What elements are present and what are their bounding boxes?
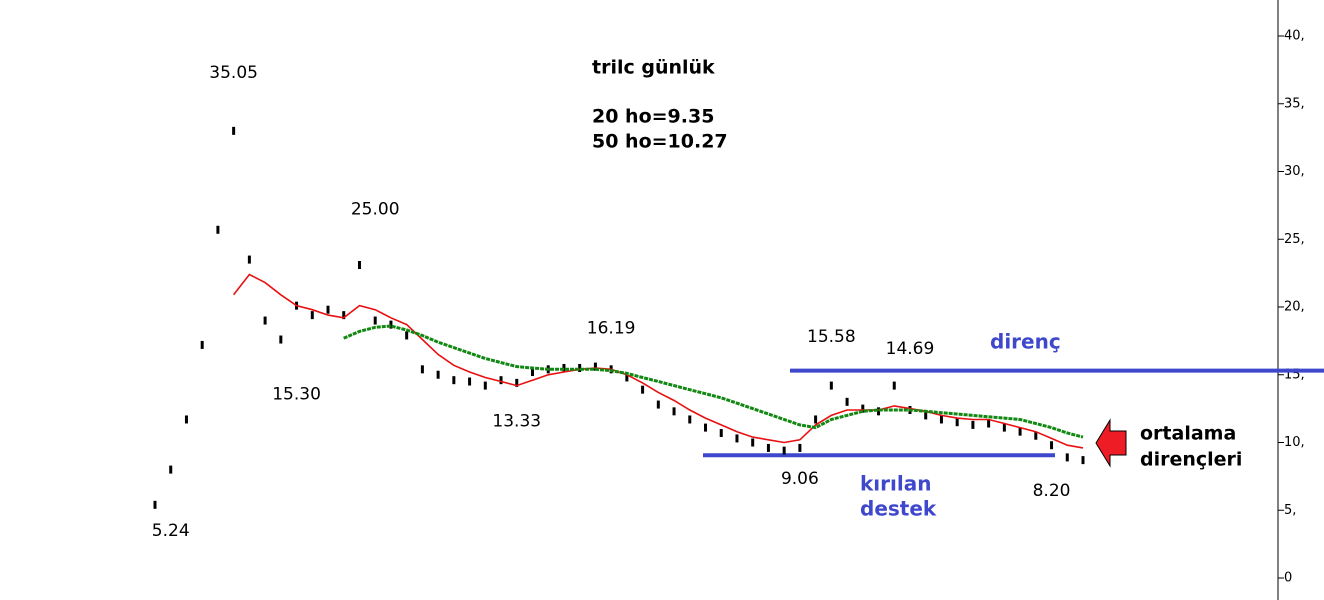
candle	[279, 335, 283, 344]
arrow	[1095, 418, 1127, 468]
candle	[468, 377, 472, 386]
candle	[247, 255, 251, 264]
candle	[672, 407, 676, 416]
candle	[405, 331, 409, 340]
candle	[814, 415, 818, 424]
arrow-label: ortalama	[1140, 423, 1236, 445]
hline-label: direnç	[990, 330, 1061, 354]
candle	[357, 260, 361, 269]
candle	[1050, 441, 1054, 450]
candle	[625, 373, 629, 382]
candle	[939, 415, 943, 424]
candle	[578, 363, 582, 372]
candle	[987, 419, 991, 428]
price-annotation: 15.30	[272, 385, 321, 405]
price-annotation: 35.05	[209, 63, 258, 83]
hline-label: destek	[860, 497, 937, 521]
chart-subtitle: 50 ho=10.27	[592, 131, 728, 153]
price-annotation: 25.00	[351, 199, 400, 219]
candle	[436, 370, 440, 379]
y-tick-label: 20,	[1284, 300, 1305, 315]
y-tick-label: 25,	[1284, 232, 1305, 247]
hline-label: kırılan	[860, 472, 931, 496]
candle	[751, 438, 755, 447]
candle	[216, 225, 220, 234]
candle	[766, 443, 770, 452]
candle	[892, 381, 896, 390]
price-annotation: 15.58	[807, 327, 856, 347]
candle	[719, 429, 723, 438]
candle	[829, 381, 833, 390]
candle	[389, 320, 393, 329]
candle	[530, 368, 534, 377]
candle	[232, 126, 236, 135]
candle	[704, 423, 708, 432]
candle	[263, 316, 267, 325]
candle	[1081, 456, 1085, 465]
candle	[153, 500, 157, 509]
candle	[735, 434, 739, 443]
y-tick-label: 35,	[1284, 96, 1305, 111]
candle	[593, 362, 597, 371]
candle	[845, 397, 849, 406]
candle	[798, 443, 802, 452]
chart-subtitle: 20 ho=9.35	[592, 106, 714, 128]
candle	[1002, 423, 1006, 432]
y-tick-label: 30,	[1284, 164, 1305, 179]
candle	[499, 376, 503, 385]
price-annotation: 16.19	[587, 319, 636, 339]
candle	[1018, 427, 1022, 436]
candle	[169, 465, 173, 474]
price-annotation: 14.69	[886, 339, 935, 359]
candle	[1034, 431, 1038, 440]
candle	[326, 305, 330, 314]
y-tick-label: 40,	[1284, 29, 1305, 44]
candle	[342, 311, 346, 320]
price-annotation: 8.20	[1033, 481, 1071, 501]
candle	[373, 316, 377, 325]
candle	[971, 420, 975, 429]
candle	[1065, 453, 1069, 462]
price-annotation: 13.33	[492, 411, 541, 431]
chart-title: trilc günlük	[592, 57, 715, 79]
arrow-label: dirençleri	[1140, 449, 1242, 471]
moving-average	[232, 273, 1084, 449]
moving-average	[343, 324, 1084, 439]
candle	[782, 446, 786, 455]
y-tick-label: 5,	[1284, 503, 1296, 518]
candle	[877, 407, 881, 416]
candle	[861, 404, 865, 413]
candle	[310, 311, 314, 320]
y-tick-label: 10,	[1284, 435, 1305, 450]
price-annotation: 5.24	[152, 521, 190, 541]
candle	[184, 415, 188, 424]
candle	[641, 385, 645, 394]
candle	[656, 400, 660, 409]
candle	[924, 411, 928, 420]
y-tick-label: 0	[1284, 571, 1292, 586]
candle	[200, 340, 204, 349]
candle	[483, 381, 487, 390]
candle	[688, 415, 692, 424]
candle	[452, 376, 456, 385]
price-annotation: 9.06	[781, 469, 819, 489]
candle	[955, 418, 959, 427]
candle	[420, 365, 424, 374]
candle	[515, 378, 519, 387]
